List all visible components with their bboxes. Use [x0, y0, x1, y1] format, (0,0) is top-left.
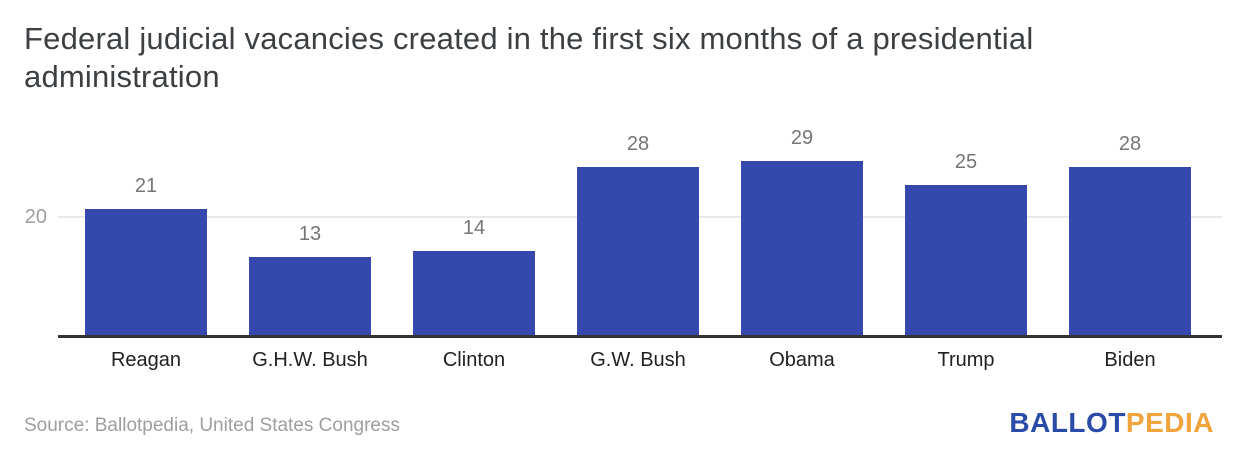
x-axis-label-reagan: Reagan — [110, 349, 182, 371]
chart-title: Federal judicial vacancies created in th… — [24, 21, 1034, 94]
x-axis-labels: Reagan G.H.W. Bush Clinton G.W. Bush Obama Tr… — [64, 347, 1212, 373]
bar-value-label: 28 — [1118, 133, 1142, 155]
bar-trump — [905, 185, 1027, 335]
x-axis-label-g-w-bush: G.W. Bush — [590, 349, 686, 371]
bar-obama — [741, 161, 863, 335]
bar-value-label: 21 — [134, 175, 158, 197]
bar-slot-clinton: 14 — [392, 217, 556, 335]
bar-reagan — [85, 209, 207, 335]
bar-value-label: 29 — [790, 127, 814, 149]
bar-slot-obama: 29 — [720, 127, 884, 335]
logo-text-pedia: PEDIA — [1125, 407, 1214, 438]
bar-slot-biden: 28 — [1048, 133, 1212, 335]
bar-value-label: 25 — [954, 151, 978, 173]
bar-value-label: 28 — [626, 133, 650, 155]
bar-slot-reagan: 21 — [64, 175, 228, 335]
x-axis-line — [58, 335, 1222, 338]
bar-g-h-w-bush — [249, 257, 371, 335]
x-axis-label-trump: Trump — [937, 349, 995, 371]
x-axis-label-clinton: Clinton — [442, 349, 506, 371]
bar-slot-g-h-w-bush: 13 — [228, 223, 392, 335]
bar-slot-g-w-bush: 28 — [556, 133, 720, 335]
bar-value-label: 14 — [462, 217, 486, 239]
bar-g-w-bush — [577, 167, 699, 335]
bar-biden — [1069, 167, 1191, 335]
logo-text-ballot: BALLOT — [1009, 407, 1126, 438]
x-axis-label-g-h-w-bush: G.H.W. Bush — [252, 349, 368, 371]
y-axis-tick-label: 20 — [24, 206, 47, 228]
bar-value-label: 13 — [298, 223, 322, 245]
x-axis-label-biden: Biden — [1104, 349, 1156, 371]
x-axis-label-obama: Obama — [769, 349, 835, 371]
bar-slot-trump: 25 — [884, 151, 1048, 335]
ballotpedia-logo: BALLOTPEDIA — [1009, 408, 1214, 438]
source-text: Source: Ballotpedia, United States Congr… — [24, 415, 400, 436]
bar-clinton — [413, 251, 535, 335]
plot-area: 21 13 14 28 29 25 28 — [64, 127, 1212, 335]
